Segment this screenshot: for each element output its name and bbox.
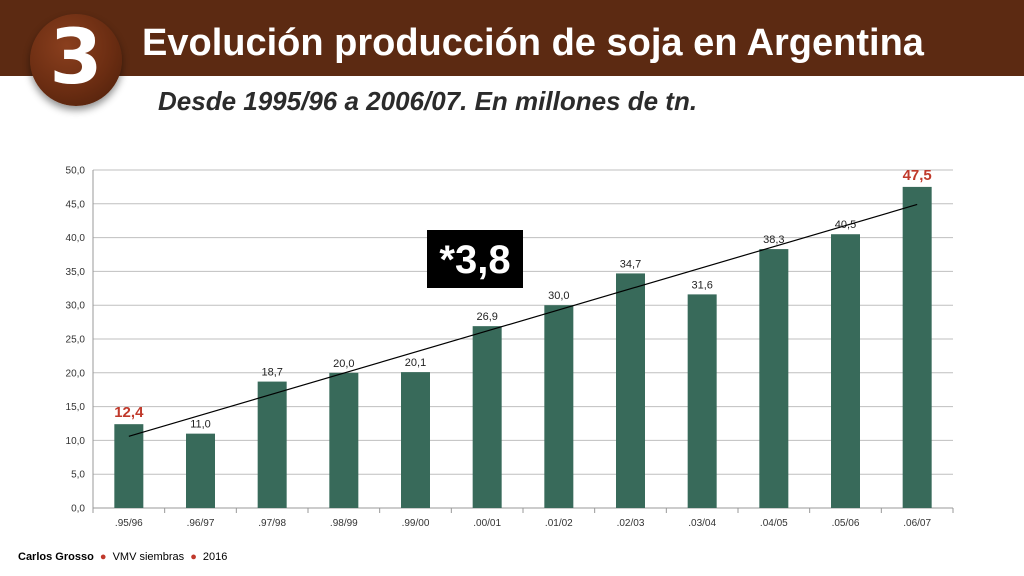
section-number: 3 (49, 12, 103, 101)
annotation-box (427, 230, 523, 288)
y-tick-label: 25,0 (66, 335, 86, 346)
y-tick-label: 10,0 (66, 436, 86, 447)
bar (902, 186, 932, 508)
section-number-badge: 3 (30, 14, 122, 106)
trendline (128, 203, 918, 437)
y-tick-label: 20,0 (66, 368, 86, 379)
bar-value-label: 20,0 (333, 358, 354, 370)
bar (472, 326, 502, 508)
bar-value-label: 11,0 (190, 419, 211, 431)
y-tick-label: 45,0 (66, 199, 86, 210)
x-tick-label: .03/04 (688, 518, 716, 529)
bar (616, 273, 645, 508)
footer-dot-icon: ● (99, 551, 107, 563)
bar-value-label: 30,0 (548, 290, 569, 302)
bar-chart: 0,0 5,0 10,0 15,0 20,0 25,0 30,0 35,0 40,0 45,0 50… (66, 166, 954, 529)
y-tick-label: 35,0 (66, 267, 86, 278)
x-tick-label: .06/07 (903, 518, 931, 529)
y-tick-label: 40,0 (66, 233, 86, 244)
x-tick-label: .00/01 (473, 518, 501, 529)
annotation-label: *3,8 (439, 238, 510, 282)
x-tick-label: .96/97 (187, 518, 215, 529)
bar-value-label: 47,5 (903, 167, 932, 184)
y-tick-label: 0,0 (71, 504, 85, 515)
footer: Carlos Grosso ● VMV siembras ● 2016 (18, 551, 227, 563)
y-tick-label: 15,0 (66, 402, 86, 413)
bar (544, 305, 574, 508)
y-tick-label: 5,0 (71, 470, 85, 481)
y-tick-label: 50,0 (66, 166, 86, 177)
x-tick-label: .98/99 (330, 518, 358, 529)
y-tick-label: 30,0 (66, 301, 86, 312)
x-tick-label: .01/02 (545, 518, 573, 529)
bar (687, 294, 717, 508)
bar (114, 424, 144, 508)
x-tick-label: .95/96 (115, 518, 143, 529)
bar-value-label: 31,6 (691, 279, 712, 291)
footer-dot-icon: ● (190, 551, 197, 563)
x-tick-label: .97/98 (258, 518, 286, 529)
bar-value-label: 12,4 (114, 404, 144, 421)
x-tick-label: .05/06 (832, 518, 860, 529)
footer-source: VMV siembras (112, 551, 185, 563)
bar (329, 372, 359, 508)
bar-value-label: 34,7 (620, 258, 641, 270)
bar-value-label: 26,9 (476, 311, 497, 323)
bar-value-label: 18,7 (261, 367, 282, 379)
header-bar (0, 0, 1024, 76)
bar-value-label: 38,3 (763, 234, 784, 246)
page-title: Evolución producción de soja en Argentin… (142, 22, 924, 64)
x-tick-label: .99/00 (402, 518, 430, 529)
bar-value-label: 20,1 (405, 357, 426, 369)
x-tick-label: .02/03 (617, 518, 645, 529)
footer-year: 2016 (202, 551, 228, 563)
bar (831, 234, 860, 508)
page-subtitle: Desde 1995/96 a 2006/07. En millones de … (158, 86, 698, 116)
bar (401, 372, 430, 508)
x-tick-label: .04/05 (760, 518, 788, 529)
footer-author: Carlos Grosso (18, 551, 94, 563)
bar (759, 249, 789, 508)
bar (257, 381, 287, 508)
bar (186, 433, 215, 508)
